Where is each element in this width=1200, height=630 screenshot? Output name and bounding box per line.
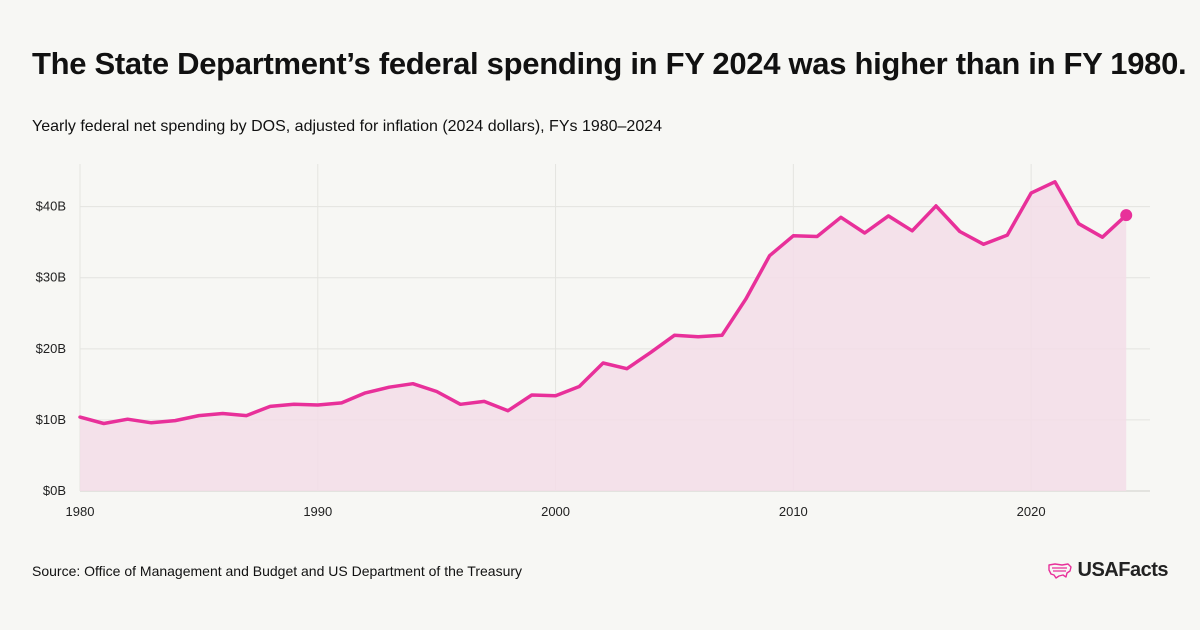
data-point — [173, 419, 177, 423]
data-point — [102, 421, 106, 425]
data-point — [554, 394, 558, 398]
data-point — [435, 389, 439, 393]
data-point — [577, 385, 581, 389]
data-point — [839, 215, 843, 219]
spending-line — [78, 180, 1128, 426]
x-tick-label: 1990 — [303, 504, 332, 519]
data-point — [149, 421, 153, 425]
data-point — [387, 385, 391, 389]
data-point — [649, 350, 653, 354]
data-point — [720, 333, 724, 337]
data-point — [1053, 180, 1057, 184]
y-tick-label: $10B — [36, 412, 66, 427]
data-point — [958, 230, 962, 234]
data-point — [482, 399, 486, 403]
spending-area-chart: $0B $10B $20B $30B $40B 1980 1990 2000 2010 2020 — [36, 164, 1150, 519]
brand-name: USAFacts — [1077, 559, 1169, 581]
data-point — [244, 414, 248, 418]
data-point — [126, 417, 130, 421]
y-tick-label: $20B — [36, 341, 66, 356]
y-tick-label: $30B — [36, 270, 66, 285]
chart-title: The State Department’s federal spending … — [32, 46, 1187, 81]
data-point — [815, 235, 819, 239]
us-map-icon — [1047, 562, 1072, 579]
x-tick-label: 1980 — [66, 504, 95, 519]
data-point — [530, 393, 534, 397]
final-value-marker — [1120, 209, 1133, 222]
x-tick-label: 2010 — [779, 504, 808, 519]
data-point — [1029, 191, 1033, 195]
data-point — [316, 403, 320, 407]
data-point — [672, 333, 676, 337]
y-tick-label: $0B — [43, 483, 66, 498]
data-point — [1005, 233, 1009, 237]
data-point — [221, 412, 225, 416]
data-point — [934, 204, 938, 208]
y-tick-label: $40B — [36, 199, 66, 214]
data-point — [458, 402, 462, 406]
data-point — [625, 367, 629, 371]
data-point — [768, 254, 772, 258]
data-point — [863, 231, 867, 235]
source-note: Source: Office of Management and Budget … — [32, 563, 523, 579]
data-point — [696, 335, 700, 339]
data-point — [268, 404, 272, 408]
data-point — [340, 401, 344, 405]
x-tick-label: 2000 — [541, 504, 570, 519]
data-point — [1100, 235, 1104, 239]
data-point — [744, 297, 748, 301]
chart-subtitle: Yearly federal net spending by DOS, adju… — [32, 118, 663, 135]
data-point — [601, 361, 605, 365]
data-point — [78, 415, 82, 419]
data-point — [791, 234, 795, 238]
x-tick-label: 2020 — [1017, 504, 1046, 519]
data-point — [363, 391, 367, 395]
data-point — [910, 229, 914, 233]
axes: $0B $10B $20B $30B $40B 1980 1990 2000 2010 2020 — [36, 199, 1046, 519]
data-point — [411, 382, 415, 386]
data-point — [197, 414, 201, 418]
usafacts-logo: USAFacts — [1047, 559, 1169, 582]
data-point — [1077, 222, 1081, 226]
data-point — [886, 214, 890, 218]
spending-area-fill — [80, 181, 1127, 492]
data-points — [78, 180, 1133, 425]
data-point — [506, 409, 510, 413]
data-point — [292, 402, 296, 406]
data-point — [982, 242, 986, 246]
